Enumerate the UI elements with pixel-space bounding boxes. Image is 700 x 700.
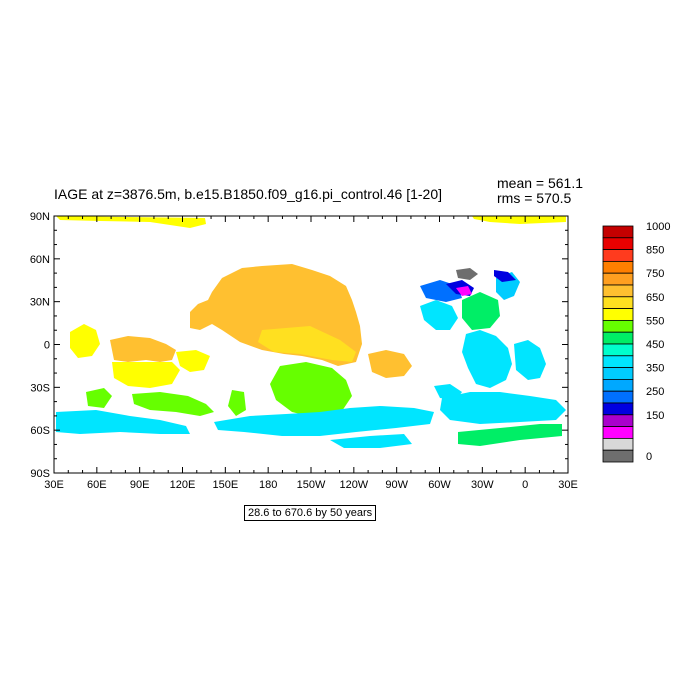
- colorbar-box: [602, 414, 634, 427]
- colorbar-box: [602, 296, 634, 309]
- rms-label: rms = 570.5: [497, 190, 572, 206]
- y-tick-label: 30S: [30, 382, 50, 394]
- colorbar-box: [602, 331, 634, 345]
- colorbar-label: 550: [646, 315, 664, 327]
- region-southern-ocean-west: [56, 410, 190, 434]
- region-deepwater-core: [456, 286, 472, 296]
- y-tick-label: 60S: [30, 425, 50, 437]
- x-tick-label: 30W: [471, 479, 494, 491]
- region-north-atlantic-west: [420, 300, 458, 330]
- x-tick-label: 60E: [87, 479, 107, 491]
- x-tick-label: 120W: [339, 479, 368, 491]
- region-east-pacific-patch: [368, 350, 412, 378]
- region-arabian-sea: [70, 324, 100, 358]
- x-tick-label: 150E: [212, 479, 238, 491]
- region-southern-ocean-pacific: [330, 434, 412, 448]
- colorbar-box: [602, 449, 634, 463]
- region-greenland-sea: [456, 268, 478, 280]
- x-tick-label: 150W: [297, 479, 326, 491]
- region-norwegian: [494, 270, 516, 282]
- colorbar-box: [602, 308, 634, 321]
- y-tick-label: 30N: [30, 297, 50, 309]
- x-axis: 30E 60E 90E 120E 150E 180 150W 120W 90W 60W 30W 0 30…: [44, 216, 578, 491]
- colorbar-label: 750: [646, 268, 664, 280]
- colorbar-box: [602, 367, 634, 380]
- y-tick-label: 60N: [30, 254, 50, 266]
- colorbar-box: [602, 378, 634, 392]
- region-southwest-pacific: [270, 362, 352, 418]
- colorbar-box: [602, 355, 634, 368]
- region-south-atlantic-green: [458, 424, 562, 446]
- contour-range-label: 28.6 to 670.6 by 50 years: [244, 505, 377, 521]
- colorbar-label: 350: [646, 363, 664, 375]
- y-tick-label: 90S: [30, 468, 50, 480]
- region-indian-south: [112, 362, 180, 388]
- y-axis: 90N 60N 30N 0 30S 60S 90S: [30, 211, 568, 480]
- x-tick-label: 60W: [428, 479, 451, 491]
- region-arctic-east: [472, 216, 566, 224]
- region-west-pacific-yellow: [258, 326, 356, 362]
- colorbar-box: [602, 437, 634, 451]
- x-tick-label: 90W: [385, 479, 408, 491]
- region-bay: [176, 350, 210, 372]
- x-tick-label: 90E: [130, 479, 150, 491]
- region-south-atlantic-cyan: [440, 392, 566, 424]
- colorbar-box: [602, 260, 634, 274]
- region-atlantic-south-mid: [434, 384, 462, 400]
- x-tick-label: 0: [522, 479, 528, 491]
- region-north-atlantic-central: [462, 292, 500, 330]
- colorbar-box: [602, 319, 634, 333]
- region-atlantic-east: [514, 340, 546, 380]
- region-madagascar: [86, 388, 112, 408]
- colorbar-box: [602, 402, 634, 416]
- colorbar-label: 450: [646, 339, 664, 351]
- x-tick-label: 180: [259, 479, 277, 491]
- colorbar-labels: 1000 850 750 650 550 450 350 250 150 0: [646, 221, 670, 463]
- colorbar-label: 1000: [646, 221, 670, 233]
- colorbar-label: 250: [646, 386, 664, 398]
- ocean-field: [56, 216, 566, 448]
- x-tick-label: 30E: [558, 479, 578, 491]
- colorbar-label: 650: [646, 292, 664, 304]
- mean-label: mean = 561.1: [497, 175, 584, 191]
- region-tropical-atlantic: [462, 330, 512, 388]
- plot-title: IAGE at z=3876.5m, b.e15.B1850.f09_g16.p…: [54, 186, 442, 202]
- colorbar-label: 850: [646, 245, 664, 257]
- colorbar-box: [602, 390, 634, 404]
- y-tick-label: 90N: [30, 211, 50, 223]
- colorbar-box: [602, 272, 634, 286]
- colorbar-box: [602, 225, 634, 239]
- colorbar-box: [602, 343, 634, 357]
- colorbar-label: 0: [646, 451, 652, 463]
- x-tick-label: 120E: [170, 479, 196, 491]
- region-south-indian: [132, 392, 214, 416]
- colorbar-box: [602, 237, 634, 251]
- region-southern-ocean-central: [214, 406, 434, 436]
- y-tick-label: 0: [44, 340, 50, 352]
- colorbar-box: [602, 249, 634, 262]
- colorbar: [602, 225, 634, 463]
- x-tick-label: 30E: [44, 479, 64, 491]
- colorbar-box: [602, 284, 634, 298]
- region-indian-ocean: [110, 336, 176, 362]
- colorbar-label: 150: [646, 410, 664, 422]
- colorbar-box: [602, 426, 634, 439]
- region-tasman: [228, 390, 246, 416]
